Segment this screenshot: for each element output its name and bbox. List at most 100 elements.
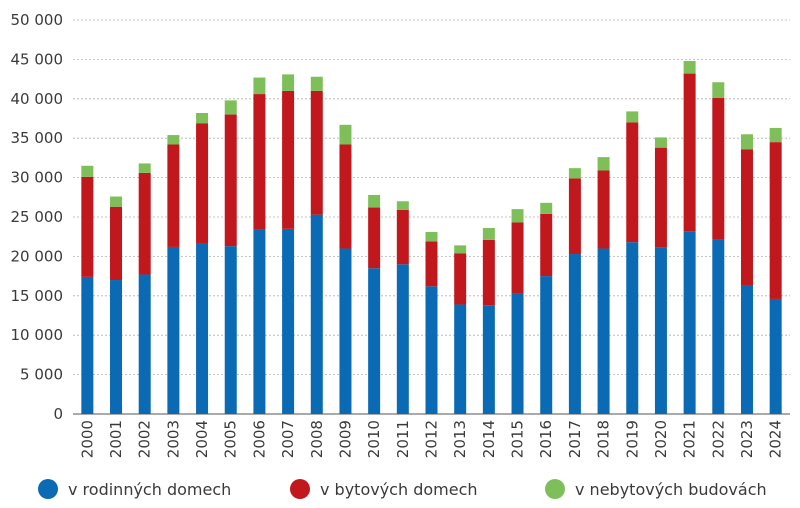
bar-segment (712, 98, 725, 240)
x-tick-label: 2016 (537, 420, 555, 458)
bar-segment (425, 286, 438, 414)
bar-segment (712, 82, 725, 99)
bar-segment (597, 170, 610, 249)
y-tick-label: 45 000 (11, 50, 64, 68)
legend-label: v rodinných domech (68, 480, 231, 499)
bar-segment (110, 196, 123, 207)
y-tick-label: 40 000 (11, 90, 64, 108)
bar-segment (339, 124, 352, 145)
legend-swatch (290, 479, 310, 499)
y-tick-label: 10 000 (11, 326, 64, 344)
x-tick-label: 2006 (250, 420, 268, 458)
bar-segment (368, 194, 381, 208)
legend-item: v bytových domech (290, 479, 478, 499)
bar-segment (396, 209, 409, 265)
bar-segment (482, 305, 495, 414)
axis-layer: 0 5 000 10 000 15 000 20 000 25 000 30 000 35 0… (11, 11, 790, 458)
bar-segment (167, 135, 180, 145)
bar-segment (253, 77, 266, 95)
bar-segment (712, 239, 725, 414)
bar-segment (81, 176, 94, 277)
bar-segment (683, 231, 696, 414)
bar-segment (769, 142, 782, 299)
legend: v rodinných domech v bytových domech v neb… (38, 479, 767, 499)
bar-segment (740, 285, 753, 414)
bar-segment (138, 163, 151, 173)
bar-segment (224, 100, 237, 115)
bar-segment (454, 253, 467, 305)
bar-segment (138, 172, 151, 275)
bar-segment (282, 228, 295, 414)
bar-segment (196, 112, 209, 124)
bar-segment (282, 90, 295, 229)
bar-segment (110, 280, 123, 414)
bar-segment (511, 293, 524, 414)
bar-segment (511, 222, 524, 294)
bar-segment (568, 168, 581, 179)
legend-swatch (38, 479, 58, 499)
bar-segment (654, 147, 667, 248)
bar-segment (253, 94, 266, 230)
bar-segment (253, 229, 266, 414)
bar-segment (568, 254, 581, 414)
bar-segment (626, 242, 639, 414)
bar-segment (167, 246, 180, 414)
bar-segment (224, 246, 237, 414)
y-tick-label: 50 000 (11, 11, 64, 29)
x-tick-label: 2008 (308, 420, 326, 458)
bar-segment (81, 276, 94, 414)
x-tick-label: 2001 (107, 420, 125, 458)
x-tick-label: 2007 (279, 420, 297, 458)
bar-segment (482, 239, 495, 306)
bar-segment (769, 298, 782, 414)
bar-segment (196, 123, 209, 244)
x-tick-label: 2019 (623, 420, 641, 458)
bar-segment (425, 231, 438, 242)
bar-segment (654, 247, 667, 414)
y-tick-label: 20 000 (11, 247, 64, 265)
y-tick-label: 35 000 (11, 129, 64, 147)
bar-segment (540, 202, 553, 214)
legend-item: v nebytových budovách (545, 479, 767, 499)
legend-label: v bytových domech (320, 480, 478, 499)
y-tick-label: 15 000 (11, 287, 64, 305)
legend-swatch (545, 479, 565, 499)
x-tick-label: 2009 (336, 420, 354, 458)
bar-segment (740, 149, 753, 286)
x-tick-label: 2003 (164, 420, 182, 458)
y-tick-label: 0 (53, 405, 63, 423)
bar-segment (368, 268, 381, 414)
x-tick-label: 2015 (509, 420, 527, 458)
bar-segment (511, 209, 524, 223)
x-tick-label: 2013 (451, 420, 469, 458)
x-tick-label: 2024 (767, 420, 785, 458)
y-tick-label: 30 000 (11, 169, 64, 187)
x-tick-label: 2017 (566, 420, 584, 458)
x-tick-label: 2004 (193, 420, 211, 458)
bar-segment (683, 60, 696, 74)
bar-segment (769, 127, 782, 143)
bar-segment (282, 74, 295, 91)
x-tick-label: 2020 (652, 420, 670, 458)
bar-segment (568, 178, 581, 255)
x-tick-label: 2018 (595, 420, 613, 458)
bar-segment (482, 228, 495, 240)
bar-segment (597, 248, 610, 414)
bar-segment (540, 213, 553, 277)
bar-segment (339, 248, 352, 414)
bar-segment (654, 137, 667, 148)
bar-segment (454, 245, 467, 254)
bar-segment (740, 134, 753, 150)
x-tick-label: 2012 (423, 420, 441, 458)
y-tick-label: 5 000 (20, 366, 63, 384)
x-tick-label: 2010 (365, 420, 383, 458)
bar-segment (81, 165, 94, 177)
x-tick-label: 2014 (480, 420, 498, 458)
bar-segment (368, 207, 381, 269)
x-tick-label: 2000 (78, 420, 96, 458)
y-tick-label: 25 000 (11, 208, 64, 226)
bar-segment (396, 264, 409, 414)
legend-label: v nebytových budovách (575, 480, 767, 499)
